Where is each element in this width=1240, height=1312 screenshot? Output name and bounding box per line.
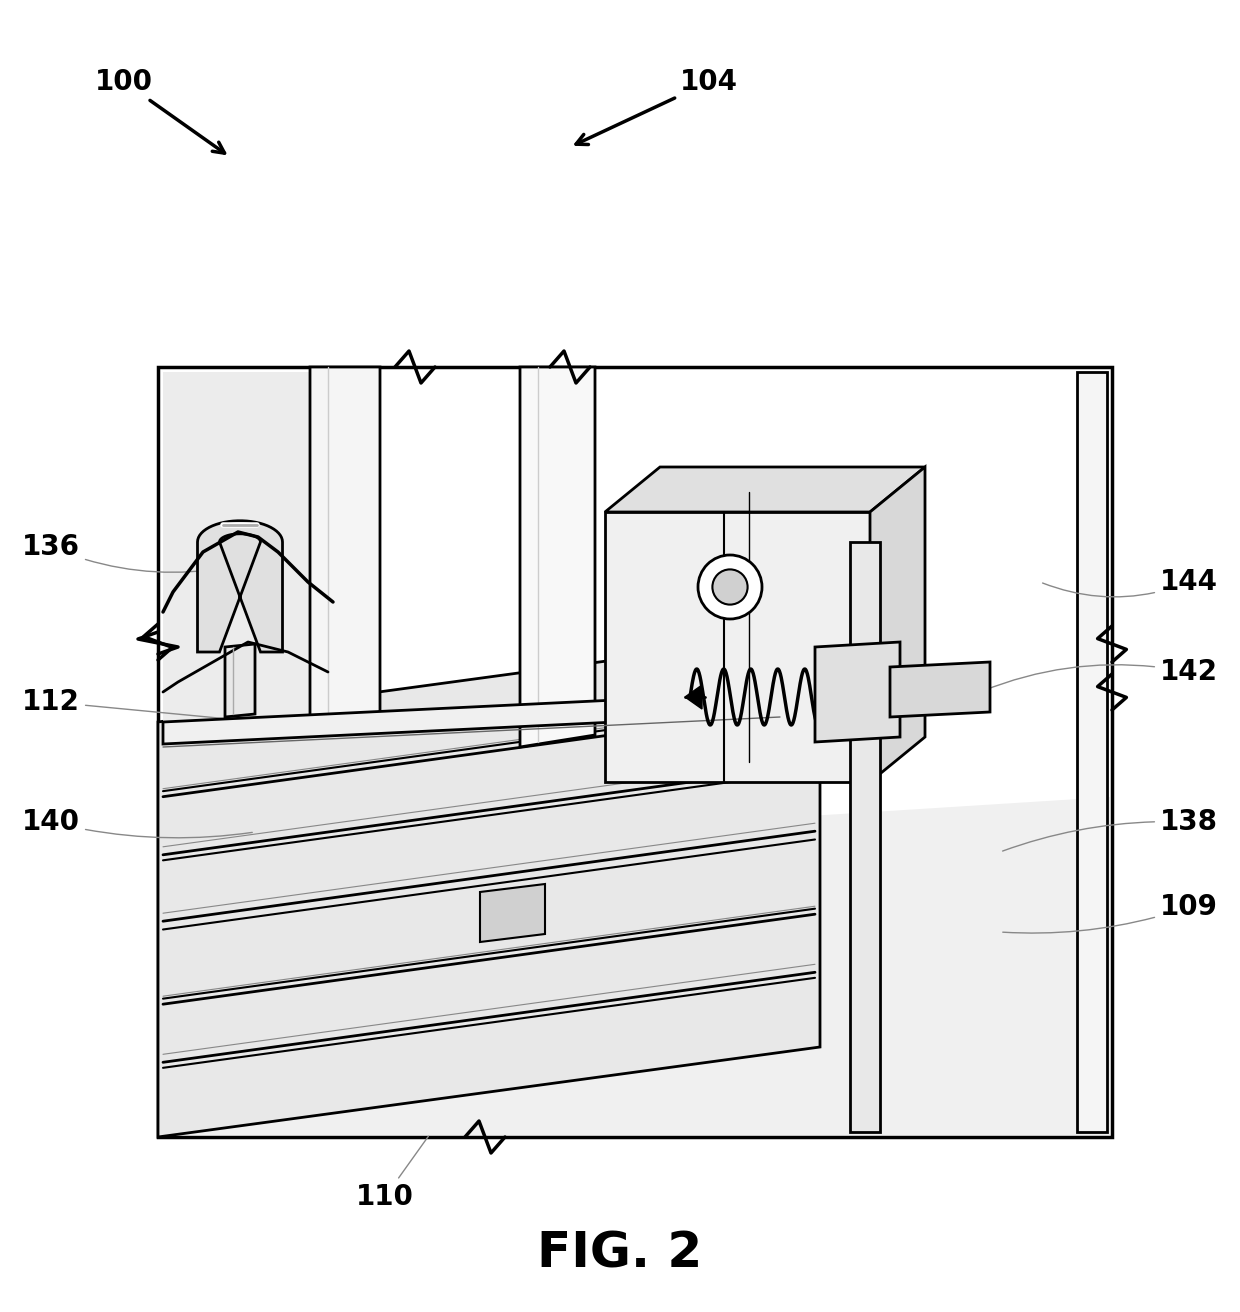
Polygon shape [157,632,820,1138]
Text: 109: 109 [1003,893,1218,933]
Text: 104: 104 [577,68,738,144]
Polygon shape [605,512,870,782]
Polygon shape [605,467,925,512]
Text: 142: 142 [982,659,1218,691]
Polygon shape [197,521,283,652]
Bar [157,367,1112,1138]
Polygon shape [870,467,925,782]
Polygon shape [849,542,880,1132]
Polygon shape [224,644,255,716]
Polygon shape [480,884,546,942]
Text: 100: 100 [95,68,224,154]
Text: 144: 144 [1043,568,1218,597]
Polygon shape [160,796,1110,1135]
Text: 140: 140 [22,808,252,838]
Polygon shape [310,367,379,722]
Polygon shape [890,663,990,716]
Polygon shape [520,367,595,747]
Polygon shape [162,691,780,744]
Text: 110: 110 [356,1136,428,1211]
Polygon shape [684,685,702,708]
Polygon shape [162,373,310,732]
Text: 112: 112 [22,687,257,722]
Text: 136: 136 [22,533,227,572]
Text: 138: 138 [1003,808,1218,851]
Polygon shape [815,642,900,743]
Circle shape [713,569,748,605]
Polygon shape [1078,373,1107,1132]
Text: FIG. 2: FIG. 2 [537,1231,703,1278]
Circle shape [698,555,763,619]
